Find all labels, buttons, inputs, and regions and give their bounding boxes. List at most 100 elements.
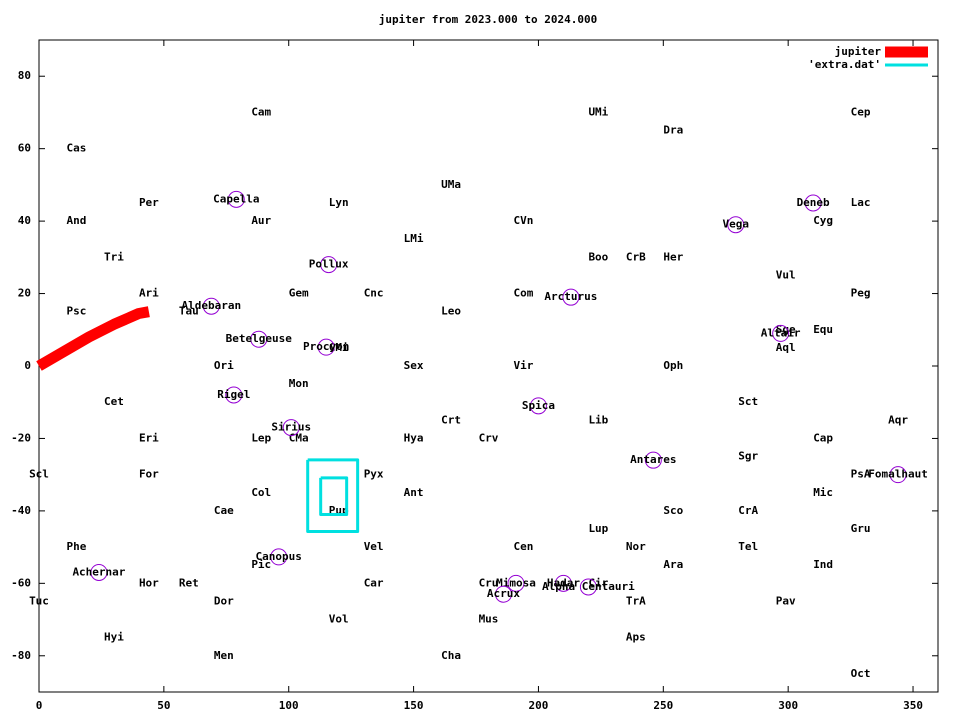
constellation-label: Sge [776,323,796,336]
constellation-label: Hya [404,431,424,444]
constellation-label: Cen [514,540,534,553]
star-label: Pollux [309,258,349,271]
x-tick-label: 100 [279,699,299,712]
constellation-label: Equ [813,323,833,336]
constellation-label: Psc [67,305,87,318]
x-tick-label: 50 [157,699,170,712]
star-label: Antares [630,453,676,466]
constellation-label: Men [214,649,234,662]
constellation-label: Aur [251,214,271,227]
constellation-label: Crt [441,413,461,426]
constellation-label: UMi [588,105,608,118]
constellation-label: Aql [776,341,796,354]
constellation-label: Ant [404,486,424,499]
legend-label: 'extra.dat' [808,58,881,71]
constellation-label: Phe [67,540,87,553]
star-marker [90,563,108,581]
star-marker [227,190,245,208]
star-label: Hadar [547,576,580,589]
star-marker [320,256,338,274]
constellation-label: Dor [214,594,234,607]
constellation-label: Lup [588,522,608,535]
constellation-label: Ara [663,558,683,571]
star-marker [282,419,300,437]
constellation-label: Ret [179,576,199,589]
constellation-label: Cep [851,105,871,118]
constellation-label: Tau [179,305,199,318]
constellation-label: Cam [251,105,271,118]
series-line [306,458,360,534]
constellation-label: Ori [214,359,234,372]
constellation-label: Lib [588,413,608,426]
star-marker [562,288,580,306]
constellation-label: LMi [404,232,424,245]
star-marker [529,397,547,415]
constellation-label: Car [364,576,384,589]
x-tick-label: 0 [36,699,43,712]
star-label: Mimosa [496,576,536,589]
constellation-label: Pic [251,558,271,571]
constellation-label: Sex [404,359,424,372]
constellation-label: Eri [139,431,159,444]
star-marker [225,386,243,404]
y-tick-label: -80 [11,649,31,662]
constellation-label: CrB [626,250,646,263]
star-marker [579,578,597,596]
constellation-label: Cnc [364,287,384,300]
star-label: Deneb [797,196,830,209]
constellation-label: Crv [479,431,499,444]
series-line [319,476,349,517]
x-tick-label: 150 [404,699,424,712]
constellation-label: Cha [441,649,461,662]
x-tick-label: 350 [903,699,923,712]
y-tick-label: 80 [18,69,31,82]
legend-label: jupiter [835,45,882,58]
y-tick-label: -40 [11,504,31,517]
constellation-label: Pav [776,594,796,607]
constellation-label: Hyi [104,631,124,644]
constellation-label: Peg [851,287,871,300]
constellation-label: Nor [626,540,646,553]
constellation-label: Com [514,287,534,300]
constellation-label: Gru [851,522,871,535]
constellation-label: Sct [738,395,758,408]
star-marker [804,194,822,212]
star-label: Rigel [217,388,250,401]
constellation-label: Vir [514,359,534,372]
star-marker [727,216,745,234]
constellation-label: Vel [364,540,384,553]
y-tick-label: 0 [24,359,31,372]
constellation-label: UMa [441,178,461,191]
constellation-label: Mon [289,377,309,390]
star-label: Canopus [256,550,302,563]
constellation-label: Oct [851,667,871,680]
y-tick-label: 40 [18,214,31,227]
star-label: Achernar [72,565,125,578]
star-marker [889,466,907,484]
star-label: Capella [213,192,259,205]
constellation-label: Aps [626,631,646,644]
constellation-label: Dra [663,124,683,137]
constellation-label: Boo [588,250,608,263]
constellation-label: Hor [139,576,159,589]
star-marker [202,297,220,315]
star-label: Alpha Centauri [542,580,635,593]
x-tick-label: 300 [778,699,798,712]
constellation-label: CVn [514,214,534,227]
star-label: Aldebaran [182,299,242,312]
constellation-label: Lyn [329,196,349,209]
star-label: Procyon [303,340,349,353]
y-tick-label: -20 [11,431,31,444]
star-label: Arcturus [544,290,597,303]
star-label: Sirius [271,421,311,434]
constellation-label: CrA [738,504,758,517]
star-label: Betelgeuse [226,332,293,345]
constellation-label: Scl [29,468,49,481]
star-label: Spica [522,399,555,412]
constellation-label: Cyg [813,214,833,227]
constellation-label: Vul [776,268,796,281]
constellation-label: Tri [104,250,124,263]
constellation-label: Aqr [888,413,908,426]
star-marker [507,574,525,592]
